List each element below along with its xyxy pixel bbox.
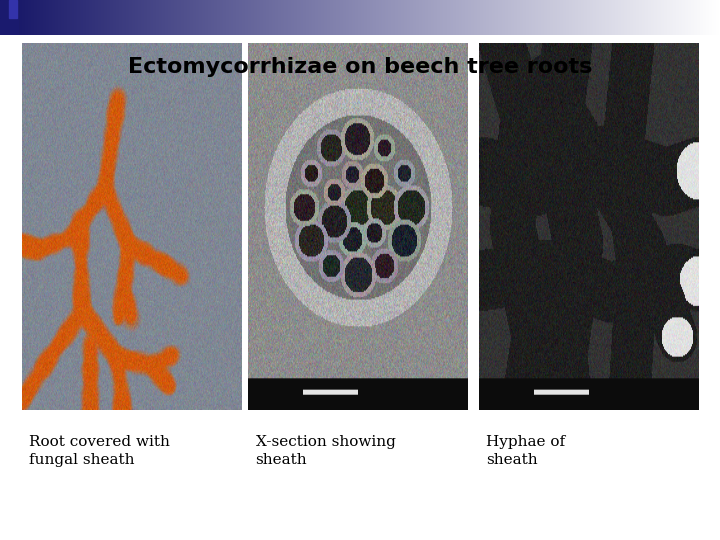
Bar — [0, 17, 18, 35]
Text: Hyphae of
sheath: Hyphae of sheath — [486, 435, 565, 467]
Bar — [0, 0, 9, 17]
Bar — [9, 0, 17, 17]
Text: Root covered with
fungal sheath: Root covered with fungal sheath — [29, 435, 170, 467]
Text: X-section showing
sheath: X-section showing sheath — [256, 435, 395, 467]
Text: Ectomycorrhizae on beech tree roots: Ectomycorrhizae on beech tree roots — [128, 57, 592, 77]
